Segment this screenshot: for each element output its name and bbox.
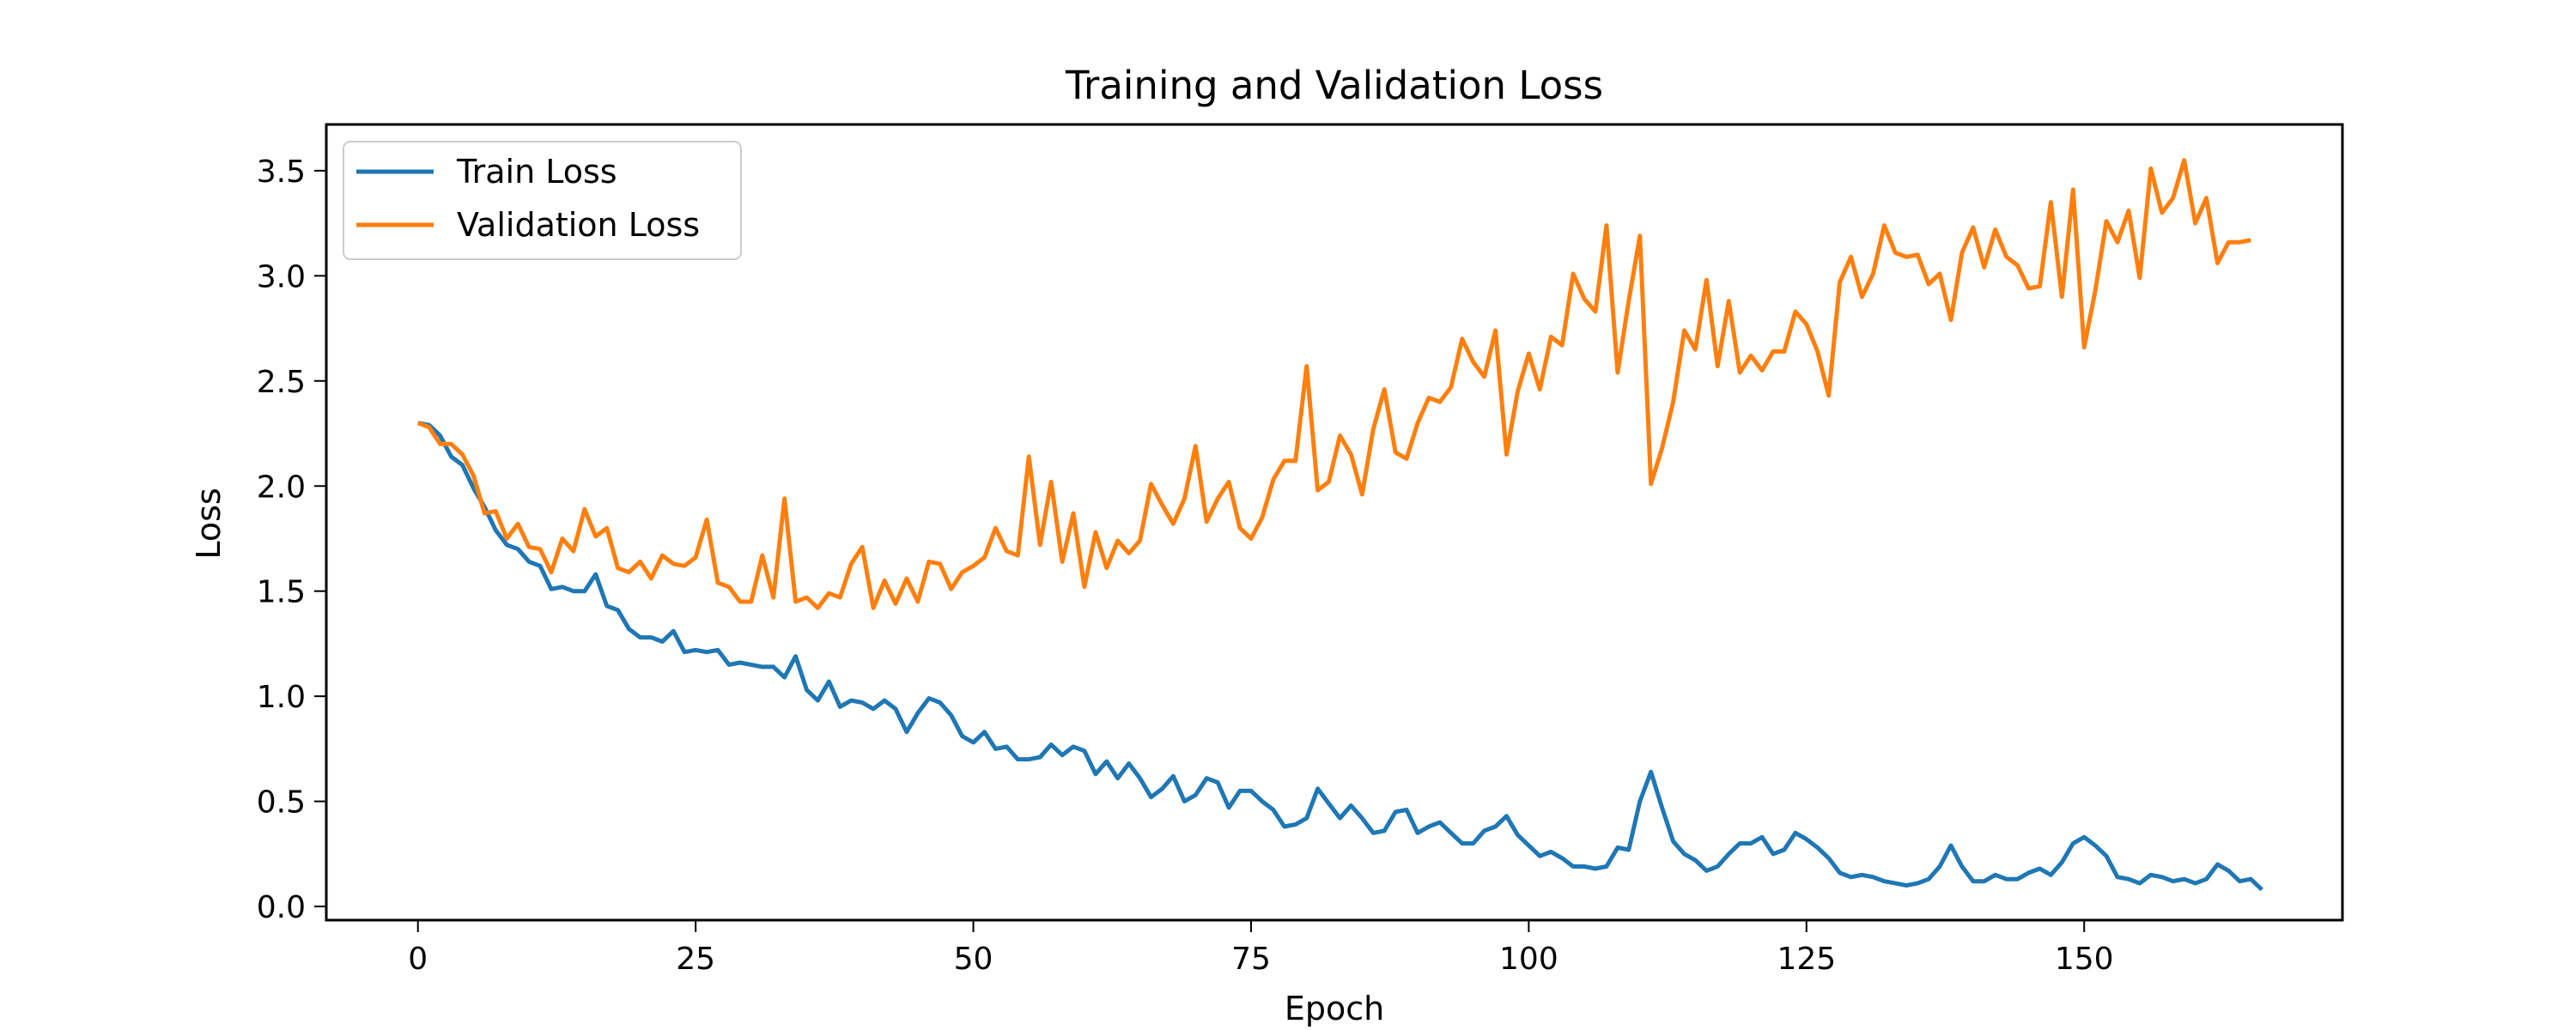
x-tick-label: 125 bbox=[1777, 942, 1836, 977]
legend-label-train-loss: Train Loss bbox=[456, 153, 617, 191]
plot-area bbox=[325, 123, 2344, 922]
y-tick-label: 3.5 bbox=[257, 154, 306, 190]
legend-box bbox=[343, 141, 742, 260]
y-tick-label: 2.5 bbox=[257, 365, 306, 400]
y-axis-label: Loss bbox=[190, 488, 228, 559]
series-group bbox=[416, 158, 2263, 892]
plot-frame bbox=[325, 123, 2344, 922]
x-tick-label: 25 bbox=[676, 942, 715, 977]
legend: Train Loss Validation Loss bbox=[343, 141, 742, 260]
x-tick-label: 0 bbox=[408, 942, 428, 977]
x-tick-label: 75 bbox=[1231, 942, 1271, 977]
y-tick-label: 0.0 bbox=[257, 890, 306, 925]
x-axis-label: Epoch bbox=[1285, 990, 1384, 1027]
y-axis-ticks: 0.0 0.5 1.0 1.5 2.0 2.5 3.0 3.5 bbox=[257, 154, 326, 925]
y-tick-label: 0.5 bbox=[257, 785, 306, 821]
y-tick-label: 3.0 bbox=[257, 259, 306, 294]
x-axis-ticks: 0 25 50 75 100 125 150 bbox=[408, 920, 2114, 977]
x-tick-label: 50 bbox=[954, 942, 993, 977]
chart-title: Training and Validation Loss bbox=[1065, 63, 1603, 108]
y-tick-label: 2.0 bbox=[257, 470, 306, 505]
series-line-validation-loss bbox=[416, 158, 2251, 610]
legend-label-validation-loss: Validation Loss bbox=[457, 206, 700, 244]
y-tick-label: 1.0 bbox=[257, 680, 306, 715]
x-tick-label: 150 bbox=[2055, 942, 2114, 977]
x-tick-label: 100 bbox=[1499, 942, 1558, 977]
series-line-train-loss bbox=[417, 421, 2263, 892]
y-tick-label: 1.5 bbox=[257, 575, 306, 610]
